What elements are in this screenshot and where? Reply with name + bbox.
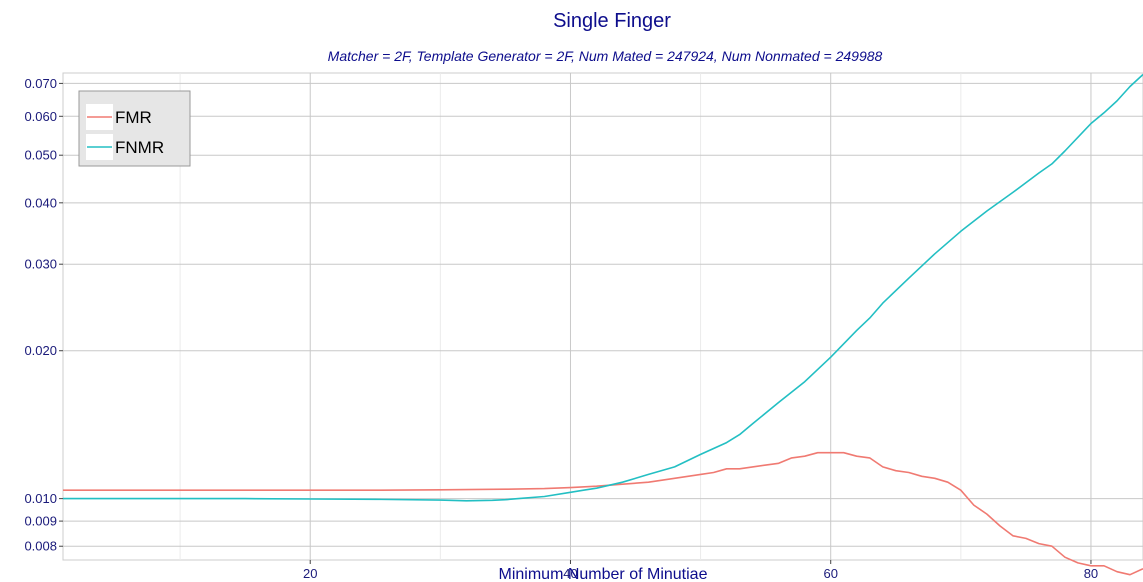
x-tick-label: 20 (303, 566, 317, 581)
chart-subtitle: Matcher = 2F, Template Generator = 2F, N… (328, 48, 883, 64)
y-tick-label: 0.020 (24, 343, 57, 358)
legend: FMR FNMR (78, 90, 191, 167)
legend-label-fnmr: FNMR (115, 138, 164, 157)
x-tick-label: 40 (563, 566, 577, 581)
series-line-fnmr (63, 73, 1143, 502)
x-tick-label: 60 (823, 566, 837, 581)
y-tick-label: 0.008 (24, 539, 57, 554)
y-tick-label: 0.009 (24, 514, 57, 529)
y-tick-label: 0.060 (24, 109, 57, 124)
series-line-fmr (63, 451, 1143, 576)
x-tick-label: 80 (1084, 566, 1098, 581)
plot-background (62, 72, 1143, 561)
plot-area (62, 72, 1143, 576)
chart-title: Single Finger (553, 10, 671, 32)
y-tick-label: 0.050 (24, 148, 57, 163)
y-tick-label: 0.030 (24, 257, 57, 272)
y-axis: 0.008 0.009 0.010 0.020 0.030 0.040 0.050 0.060… (24, 76, 63, 554)
x-axis: 20 40 60 80 (303, 560, 1098, 581)
y-tick-label: 0.010 (24, 491, 57, 506)
x-axis-label: Minimum Number of Minutiae (499, 566, 708, 582)
y-tick-label: 0.070 (24, 76, 57, 91)
series-lines (63, 73, 1143, 576)
legend-label-fmr: FMR (115, 108, 152, 127)
y-tick-label: 0.040 (24, 195, 57, 210)
